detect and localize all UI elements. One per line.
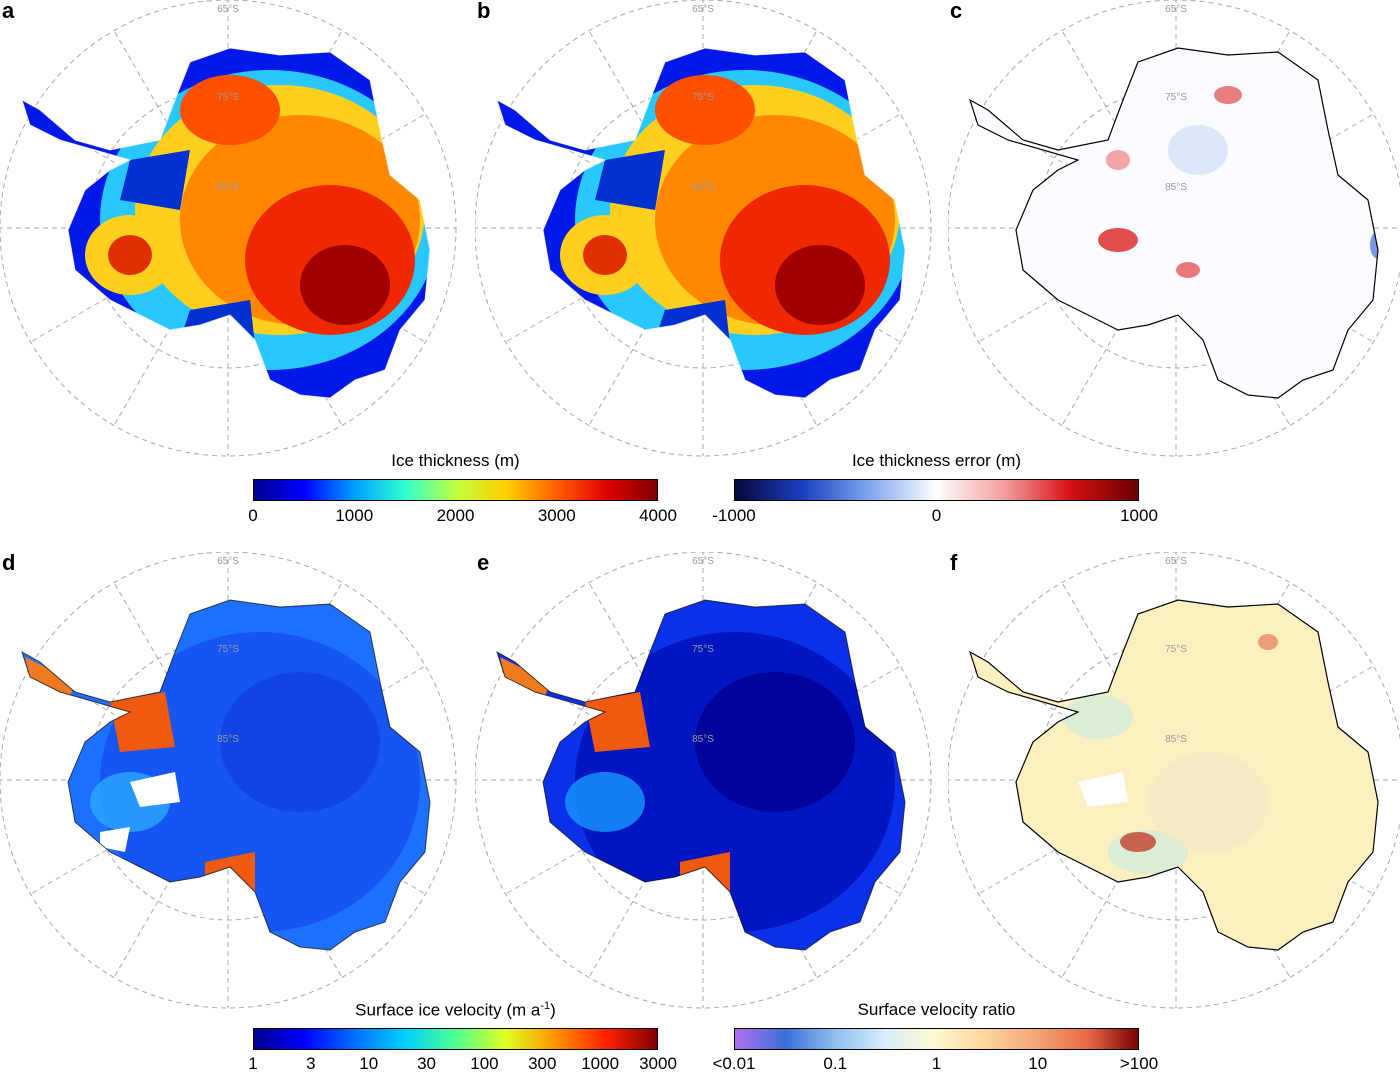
colorbar-error (734, 479, 1139, 501)
latitude-label: 65°S (1165, 4, 1187, 15)
colorbar-thickness-tick: 4000 (639, 506, 677, 525)
latitude-label: 85°S (217, 182, 239, 193)
ice-sheet-map (970, 48, 1378, 398)
latitude-label: 65°S (217, 556, 239, 567)
colorbar-ratio-tick: <0.01 (712, 1054, 756, 1073)
colorbar-velocity-tick: 300 (528, 1054, 557, 1073)
colorbar-error-tick: -1000 (712, 506, 756, 525)
colorbar-thickness-tick: 1000 (335, 506, 374, 525)
colorbar-velocity-title-sup: -1 (540, 1000, 551, 1012)
colorbar-velocity-tick: 1000 (581, 1054, 620, 1073)
ice-sheet-map (497, 48, 905, 398)
panel-d: 65°S 75°S 85°S d (0, 550, 460, 1012)
colorbar-thickness-tick: 3000 (537, 506, 576, 525)
colorbar-ratio-tick: 10 (1028, 1054, 1048, 1073)
panel-label: b (477, 0, 491, 23)
colorbar-ratio (734, 1028, 1139, 1050)
colorbar-velocity-title-end: ) (550, 1000, 556, 1020)
colorbar-velocity-tick: 10 (359, 1054, 379, 1073)
latitude-label: 85°S (692, 734, 714, 745)
latitude-label: 85°S (1165, 734, 1187, 745)
colorbar-velocity-tick: 100 (470, 1054, 499, 1073)
latitude-label: 75°S (692, 644, 714, 655)
latitude-label: 75°S (1165, 92, 1187, 103)
latitude-label: 65°S (1165, 556, 1187, 567)
panel-c: 65°S 75°S 85°S c (948, 0, 1400, 460)
colorbar-ratio-tick: >100 (1119, 1054, 1159, 1073)
latitude-label: 75°S (217, 644, 239, 655)
ice-sheet-map (970, 600, 1378, 950)
colorbar-error-tick: 0 (931, 506, 942, 525)
colorbar-velocity (253, 1028, 658, 1050)
colorbar-error-ticks: -1000 0 1000 (712, 506, 1158, 528)
colorbar-velocity-title: Surface ice velocity (m a-1) (253, 1000, 658, 1021)
latitude-label: 75°S (692, 92, 714, 103)
colorbar-velocity-title-main: Surface ice velocity (m a (355, 1000, 541, 1020)
colorbar-ratio-ticks: <0.01 0.1 1 10 >100 (712, 1054, 1158, 1074)
colorbar-velocity-tick: 3 (306, 1054, 316, 1073)
colorbar-thickness-ticks: 0 1000 2000 3000 4000 (248, 506, 677, 528)
ice-sheet-map (22, 48, 430, 398)
latitude-label: 85°S (217, 734, 239, 745)
coastline (21, 47, 431, 399)
panel-label: c (950, 0, 963, 23)
colorbar-ratio-tick: 1 (931, 1054, 942, 1073)
coastline (968, 47, 1379, 399)
latitude-label: 65°S (692, 4, 714, 15)
latitude-label: 75°S (1165, 644, 1187, 655)
panel-f: 65°S 75°S 85°S f (948, 550, 1400, 1012)
panel-e: 65°S 75°S 85°S e (475, 550, 935, 1012)
colorbar-velocity-tick: 30 (417, 1054, 437, 1073)
latitude-label: 65°S (217, 4, 239, 15)
coastline (968, 599, 1379, 951)
colorbar-thickness-title: Ice thickness (m) (391, 451, 520, 470)
coastline (496, 599, 906, 951)
colorbar-ratio-tick: 0.1 (823, 1054, 848, 1073)
ice-sheet-map (497, 600, 905, 950)
colorbar-velocity-tick: 1 (248, 1054, 258, 1073)
panel-label: f (950, 550, 958, 575)
coastline (496, 47, 906, 399)
colorbar-thickness (253, 479, 658, 501)
ice-sheet-map (22, 600, 430, 950)
panel-label: d (2, 550, 16, 575)
colorbar-error-title: Ice thickness error (m) (851, 451, 1022, 470)
panel-b: 65°S 75°S 85°S b (475, 0, 935, 460)
panel-label: a (2, 0, 15, 23)
panel-label: e (477, 550, 490, 575)
latitude-label: 85°S (1165, 182, 1187, 193)
latitude-label: 85°S (692, 182, 714, 193)
colorbar-velocity-ticks: 1 3 10 30 100 300 1000 3000 (248, 1054, 677, 1074)
latitude-label: 75°S (217, 92, 239, 103)
coastline (21, 599, 431, 951)
colorbar-thickness-tick: 2000 (436, 506, 475, 525)
colorbar-velocity-tick: 3000 (639, 1054, 677, 1073)
colorbar-error-tick: 1000 (1120, 506, 1158, 525)
latitude-label: 65°S (692, 556, 714, 567)
colorbar-ratio-title: Surface velocity ratio (857, 1000, 1016, 1019)
colorbar-thickness-tick: 0 (248, 506, 258, 525)
panel-a: 65°S 75°S 85°S a (0, 0, 460, 460)
